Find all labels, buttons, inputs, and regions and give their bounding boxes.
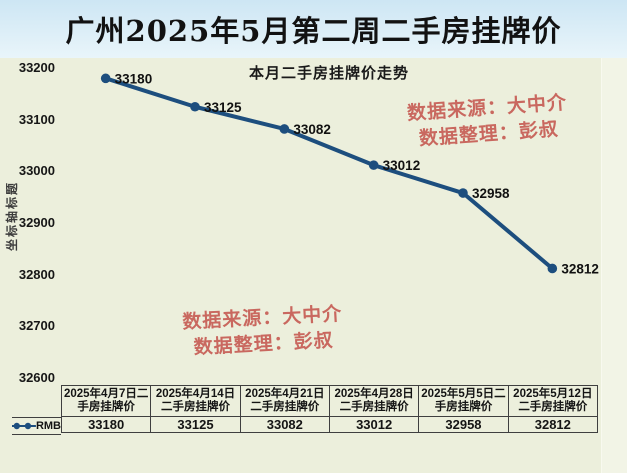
data-point-marker (100, 73, 111, 84)
table-value-cell: 33082 (239, 416, 330, 433)
data-table-value-row: 33180 33125 33082 33012 32958 32812 (60, 416, 599, 433)
y-axis-tick-label: 32700 (18, 318, 55, 334)
data-point-label: 33125 (204, 100, 242, 115)
data-point-marker (279, 124, 290, 134)
data-point-label: 33012 (383, 158, 421, 173)
data-point-label: 33082 (293, 122, 331, 137)
data-point-label: 32812 (561, 261, 599, 276)
table-header-cell: 2025年5月12日二手房挂牌价 (507, 385, 599, 417)
series-name-label: RMB (35, 420, 61, 432)
title-band: 广州2025年5月第二周二手房挂牌价 (0, 0, 627, 58)
trend-line (103, 76, 555, 271)
legend-key: RMB (12, 417, 61, 435)
table-value-cell: 32958 (418, 416, 509, 433)
data-table: 2025年4月7日二手房挂牌价 2025年4月14日二手房挂牌价 2025年4月21… (60, 385, 599, 433)
y-axis-tick-label: 33000 (18, 163, 55, 179)
y-axis-tick-label: 32900 (18, 215, 55, 230)
table-header-cell: 2025年4月28日二手房挂牌价 (328, 385, 420, 417)
y-axis-tick-label: 32800 (18, 266, 55, 282)
data-point-label: 33180 (115, 71, 153, 86)
data-point-marker (458, 188, 468, 198)
watermark-source-text: 数据来源：大中介 数据整理：彭叔 (182, 302, 344, 362)
y-axis-tick-label: 33200 (18, 60, 55, 75)
table-value-cell: 33012 (328, 416, 420, 433)
data-table-header-row: 2025年4月7日二手房挂牌价 2025年4月14日二手房挂牌价 2025年4月21… (60, 385, 599, 417)
chart-subtitle: 本月二手房挂牌价走势 (248, 65, 409, 82)
table-value-cell: 32812 (507, 416, 599, 433)
page-title: 广州2025年5月第二周二手房挂牌价 (65, 14, 562, 48)
table-value-cell: 33125 (150, 416, 241, 433)
y-axis-tick-label: 32600 (18, 370, 55, 385)
line-series-legend-icon (12, 422, 36, 430)
data-point-label: 32958 (472, 186, 510, 201)
table-header-cell: 2025年4月21日二手房挂牌价 (239, 385, 330, 417)
table-header-cell: 2025年4月7日二手房挂牌价 (60, 385, 152, 417)
data-point-marker (547, 263, 558, 274)
table-header-cell: 2025年4月14日二手房挂牌价 (150, 385, 241, 417)
data-point-marker (368, 160, 379, 170)
table-header-cell: 2025年5月5日二手房挂牌价 (418, 385, 509, 417)
table-value-cell: 33180 (60, 416, 152, 433)
data-point-marker (190, 101, 200, 112)
plot-right-margin (601, 58, 627, 473)
y-axis-tick-label: 33100 (18, 111, 55, 127)
